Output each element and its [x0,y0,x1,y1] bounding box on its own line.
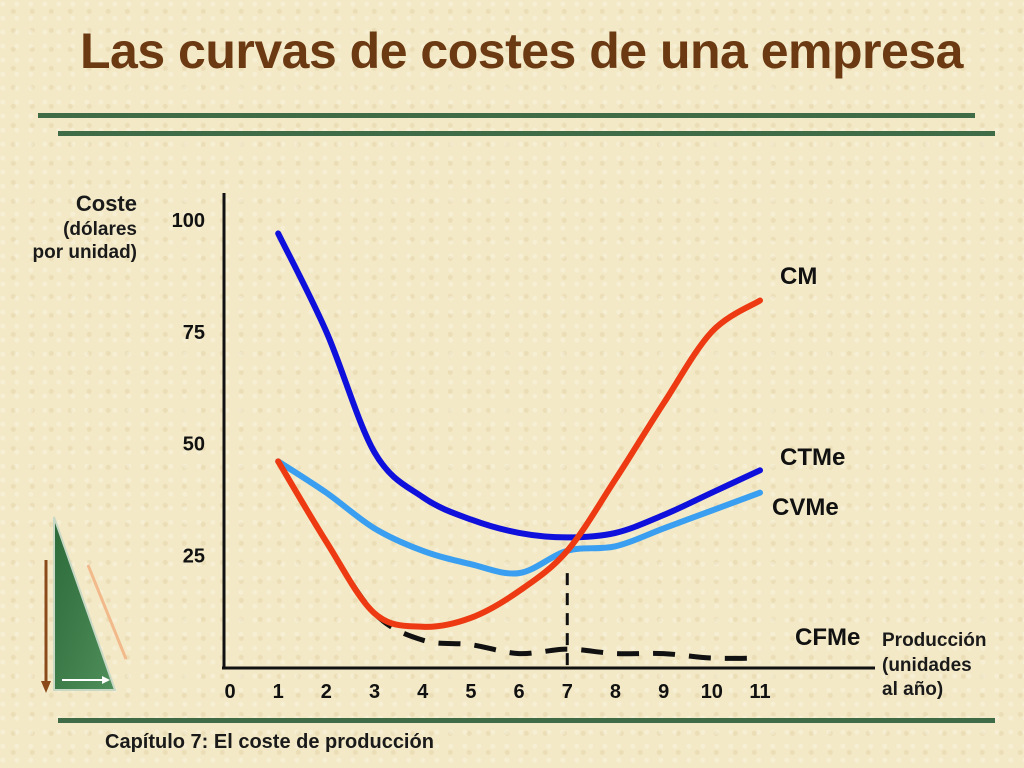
x-axis-label-line: al año) [882,679,944,701]
x-tick-label: 1 [273,681,284,703]
x-tick-label: 3 [369,681,380,703]
x-tick-label: 4 [417,681,429,703]
series-line-cm [275,297,763,630]
x-tick-label: 7 [562,681,573,703]
x-tick-label: 10 [701,681,723,703]
series-label-ctme: CTMe [780,444,845,471]
x-tick-label: 2 [321,681,332,703]
x-tick-label: 0 [224,681,235,703]
x-tick-label: 11 [749,681,770,703]
y-axis-label-line: (dólares [63,218,137,240]
triangle-decoration-icon [41,516,128,693]
y-tick-label: 50 [183,434,205,456]
series-line-cfme [276,460,761,661]
y-tick-label: 75 [183,322,205,344]
top-rule-2 [58,131,995,136]
x-tick-label: 5 [465,681,476,703]
x-tick-label: 8 [610,681,621,703]
y-tick-label: 25 [183,545,205,567]
x-axis-label-line: (unidades [882,654,972,676]
series-line-ctme [275,230,763,541]
y-axis-label-line: Coste [75,191,137,216]
x-tick-label: 6 [514,681,525,703]
x-axis-label-line: Producción [882,630,987,651]
series-line-cvme [275,458,763,577]
y-tick-label: 100 [172,210,205,232]
footer-text: Capítulo 7: El coste de producción [105,731,434,753]
x-axis-label: Producción (unidades al año) [882,629,987,703]
bottom-rule [58,718,995,723]
series-label-cvme: CVMe [772,494,839,521]
y-axis-label: Coste (dólares por unidad) [33,190,137,265]
slide-title: Las curvas de costes de una empresa [80,23,963,79]
y-axis-label-line: por unidad) [32,242,137,264]
series-label-cm: CM [780,263,817,290]
x-tick-label: 9 [658,681,669,703]
top-rule [38,113,975,118]
series-label-cfme: CFMe [795,624,860,651]
